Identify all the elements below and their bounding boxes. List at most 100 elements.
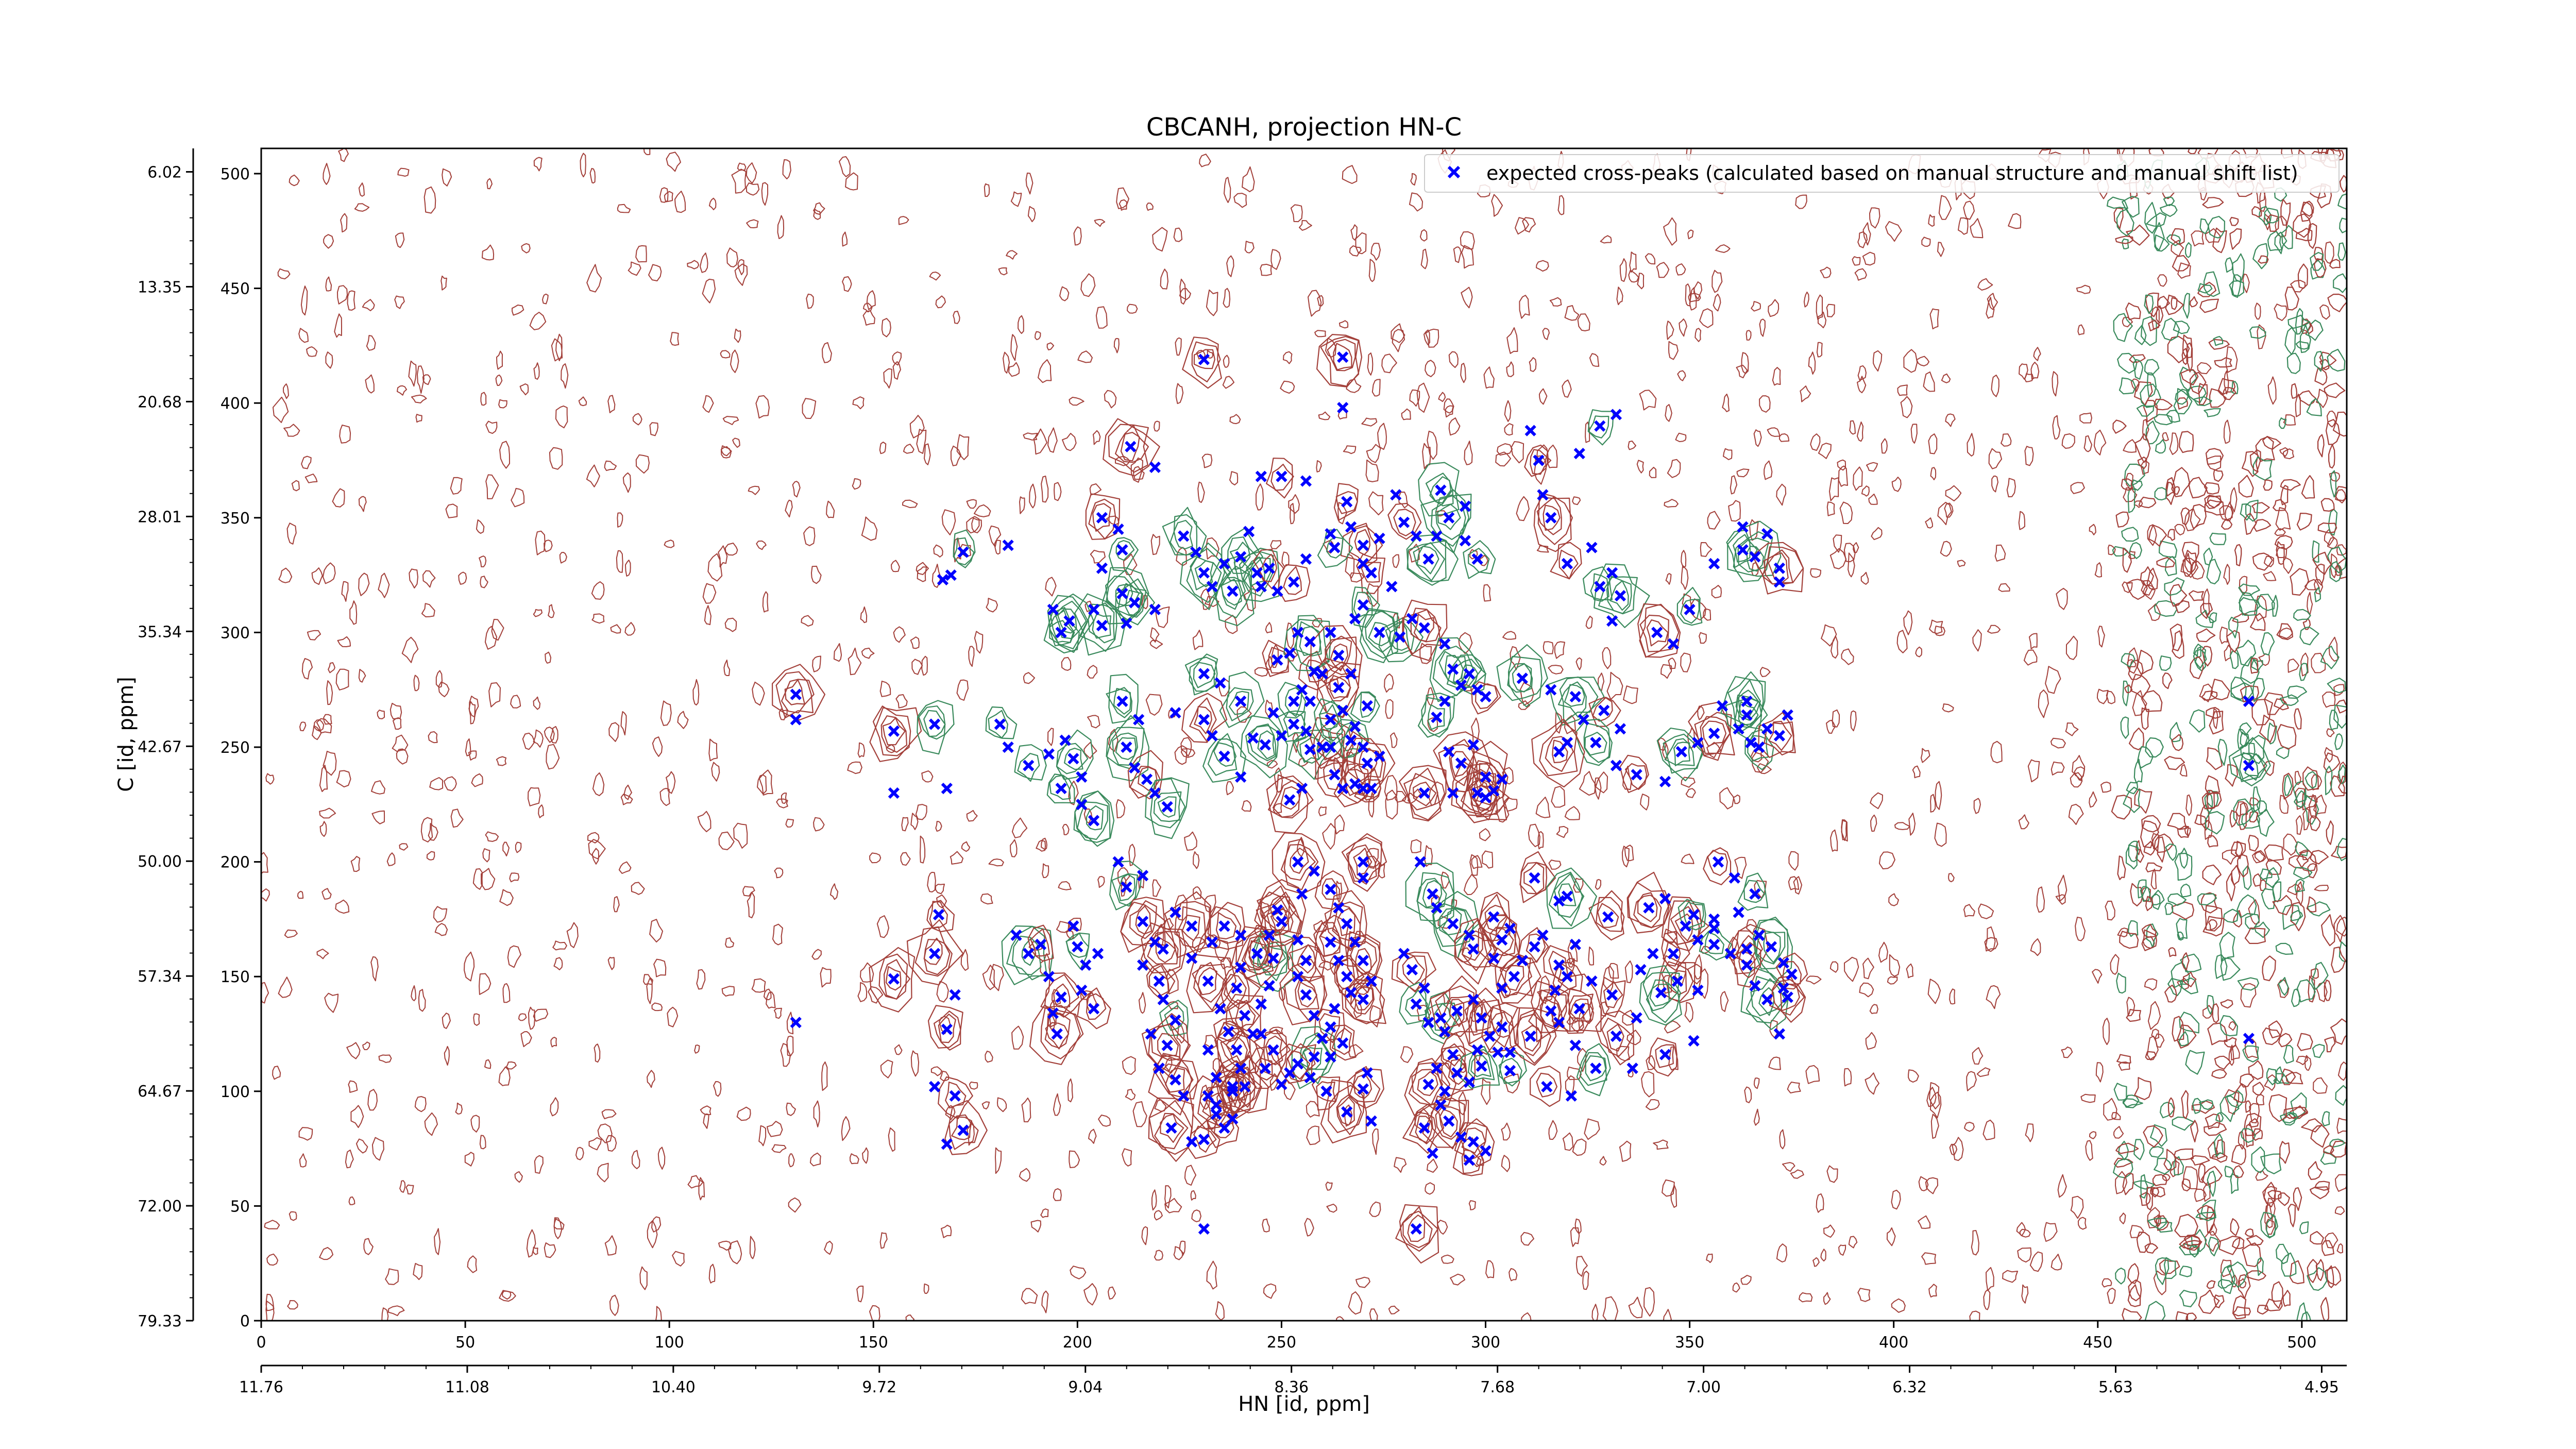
chart-title: CBCANH, projection HN-C: [1146, 113, 1462, 142]
peak-marker: [1329, 769, 1341, 781]
peak-marker: [1773, 576, 1786, 588]
peak-marker: [928, 718, 941, 730]
peak-marker: [1190, 546, 1202, 558]
x-index-tick-label: 0: [256, 1334, 266, 1352]
peak-marker: [1345, 987, 1357, 999]
peak-marker: [1088, 603, 1100, 615]
peak-marker: [1308, 1009, 1320, 1021]
peak-marker: [1292, 971, 1304, 983]
peak-marker: [1076, 771, 1088, 783]
peak-marker: [1112, 856, 1124, 868]
peak-marker: [1276, 730, 1287, 742]
peak-marker: [1390, 489, 1402, 501]
peak-marker: [941, 783, 953, 795]
peak-marker: [1333, 954, 1345, 967]
peak-marker: [1361, 1067, 1373, 1079]
peak-marker: [1255, 998, 1267, 1010]
peak-marker: [1529, 941, 1540, 953]
peak-marker: [1398, 516, 1410, 528]
peak-marker: [1235, 1063, 1247, 1074]
peak-marker: [1459, 535, 1471, 547]
peak-marker: [1002, 540, 1014, 551]
peak-marker: [888, 725, 900, 737]
peak-marker: [1206, 936, 1218, 948]
peak-marker: [1361, 700, 1373, 712]
peak-marker: [1741, 943, 1753, 955]
peak-marker: [957, 1124, 969, 1136]
peak-marker: [1198, 567, 1210, 579]
x-ppm-tick-label: 8.36: [1274, 1378, 1309, 1396]
peak-marker: [1553, 1017, 1565, 1029]
peak-marker: [1210, 1071, 1222, 1084]
peak-marker: [1202, 975, 1214, 987]
peak-marker: [1267, 952, 1279, 964]
peak-marker: [1047, 603, 1059, 615]
peak-marker: [1606, 567, 1618, 579]
peak-marker: [1439, 638, 1451, 650]
peak-marker: [1206, 730, 1218, 742]
peak-marker: [1051, 1028, 1063, 1040]
peak-marker: [1035, 938, 1047, 950]
peak-marker: [1626, 1063, 1638, 1074]
peak-marker: [1259, 1063, 1271, 1074]
peak-marker: [1325, 714, 1336, 726]
peak-marker: [1561, 558, 1573, 569]
peak-marker: [1137, 959, 1149, 971]
peak-marker: [1410, 1223, 1422, 1235]
peak-marker: [1325, 883, 1336, 896]
peak-marker: [1145, 1028, 1157, 1040]
peak-marker: [1708, 922, 1720, 934]
peak-marker: [2243, 1033, 2255, 1044]
peak-marker: [1418, 982, 1430, 994]
peak-marker: [1231, 1044, 1243, 1056]
peak-marker: [928, 948, 941, 959]
peak-marker: [1422, 1017, 1434, 1029]
peak-marker: [1186, 1136, 1198, 1148]
peak-marker: [933, 908, 945, 921]
peak-marker: [1610, 1030, 1622, 1042]
peak-marker: [1320, 1085, 1332, 1097]
peak-marker: [1137, 916, 1149, 928]
peak-marker: [1782, 991, 1793, 1003]
peak-marker: [1349, 613, 1361, 625]
peak-marker: [790, 688, 802, 700]
peak-marker: [1365, 1115, 1377, 1127]
peak-marker: [1374, 627, 1385, 638]
peak-marker: [1667, 638, 1680, 650]
peak-marker: [1480, 791, 1492, 804]
peak-marker: [1235, 551, 1247, 563]
peak-marker: [1712, 856, 1724, 868]
peak-marker: [1569, 690, 1581, 703]
peak-marker: [1325, 528, 1336, 540]
peak-marker: [1659, 776, 1671, 787]
peak-marker: [1116, 587, 1128, 599]
peak-marker: [1357, 1083, 1369, 1095]
peak-marker: [1741, 695, 1753, 707]
peak-marker: [1410, 530, 1422, 542]
peak-marker: [1671, 975, 1683, 987]
peak-marker: [1418, 787, 1430, 799]
peak-marker: [1777, 957, 1789, 969]
peak-marker: [1504, 1065, 1516, 1076]
peak-marker: [1651, 627, 1663, 638]
peak-marker: [1047, 1007, 1059, 1019]
peak-marker: [1573, 448, 1585, 460]
peak-marker: [1569, 1039, 1581, 1051]
x-ppm-tick-label: 7.68: [1480, 1378, 1515, 1396]
peak-marker: [1300, 725, 1312, 737]
peak-marker: [1357, 741, 1369, 753]
peak-marker: [1365, 567, 1377, 579]
peak-marker: [1329, 1003, 1341, 1015]
peak-marker: [1573, 1003, 1585, 1015]
peak-marker: [1300, 475, 1312, 487]
peak-marker: [1659, 892, 1671, 904]
peak-marker: [1406, 613, 1418, 625]
peak-marker: [1467, 943, 1479, 955]
peak-marker: [1043, 748, 1055, 760]
peak-marker: [1349, 778, 1361, 790]
peak-marker: [1708, 558, 1720, 569]
peak-marker: [1496, 773, 1508, 785]
peak-marker: [1218, 920, 1230, 932]
peak-marker: [1186, 952, 1198, 964]
peak-marker: [1023, 948, 1035, 959]
